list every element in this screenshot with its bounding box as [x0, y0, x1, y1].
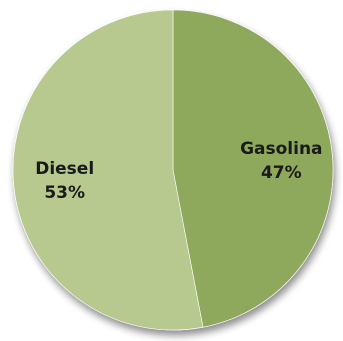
slice-value-label-gasolina: 47% — [261, 163, 302, 183]
slice-label-diesel: Diesel — [35, 159, 94, 179]
pie-slice-diesel — [12, 9, 204, 331]
pie-slices — [12, 9, 334, 331]
slice-label-gasolina: Gasolina — [240, 139, 322, 159]
pie-slice-gasolina — [172, 9, 334, 328]
slice-value-label-diesel: 53% — [44, 183, 85, 203]
pie-labels: Gasolina 47% Diesel 53% — [35, 139, 322, 203]
